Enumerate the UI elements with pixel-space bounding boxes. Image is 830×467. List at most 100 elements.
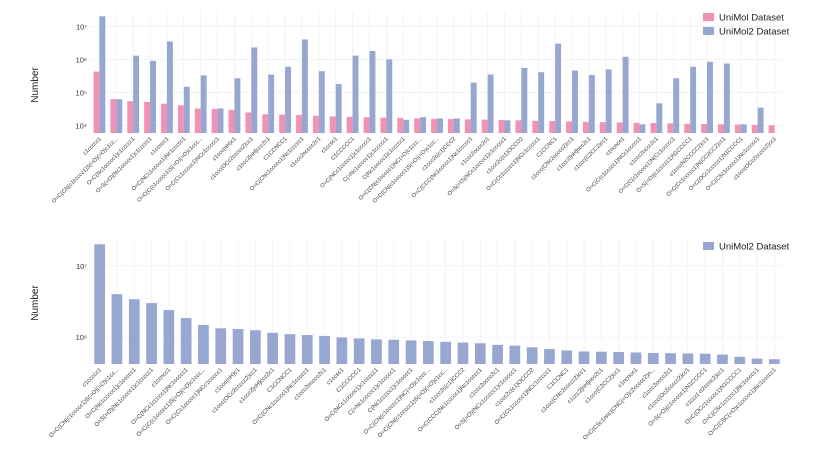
- chart-top-ylabel: Number: [30, 67, 41, 103]
- bar: [526, 347, 538, 364]
- bar: [279, 114, 286, 133]
- chart-top: Number 10⁴10⁵10⁶10⁷c1ccccc1O=C(CN(c1cccc…: [30, 12, 783, 205]
- bar: [757, 107, 764, 133]
- bar: [180, 318, 192, 364]
- bar: [656, 103, 663, 133]
- bar: [99, 16, 106, 133]
- xtick-label: c1ccc2ncccc2c1: [293, 367, 328, 402]
- chart-top-legend: UniMol Dataset UniMol2 Dataset: [703, 13, 790, 38]
- bar: [346, 116, 353, 133]
- bar: [699, 353, 711, 364]
- bar: [595, 351, 607, 364]
- bar: [734, 124, 741, 133]
- bar: [245, 112, 252, 133]
- bar: [578, 351, 590, 364]
- bar: [200, 75, 207, 133]
- bar: [150, 60, 156, 133]
- bar: [633, 122, 640, 133]
- legend-label-unimol2: UniMol2 Dataset: [719, 27, 790, 38]
- bar: [734, 356, 746, 364]
- bar: [397, 118, 404, 133]
- bar: [386, 59, 393, 133]
- bar: [544, 349, 555, 364]
- bar: [251, 47, 258, 134]
- bar: [650, 123, 657, 133]
- legend-label-unimol: UniMol Dataset: [719, 13, 784, 24]
- bar: [572, 70, 578, 133]
- bar: [232, 329, 244, 364]
- chart-bottom: Number 10⁶10⁷c1ccccc1O=C(CN(c1ccccc1)S(=…: [30, 240, 783, 442]
- bar: [301, 335, 313, 364]
- bar: [268, 74, 275, 133]
- bar: [369, 50, 376, 133]
- bar: [622, 56, 629, 133]
- bar: [613, 351, 625, 364]
- bar: [94, 244, 106, 364]
- bar: [353, 338, 365, 364]
- bar: [453, 118, 460, 133]
- bar: [684, 123, 691, 133]
- bar: [437, 118, 443, 133]
- bar: [380, 117, 387, 133]
- bar: [127, 101, 134, 133]
- bar: [768, 125, 775, 133]
- bar: [740, 124, 747, 133]
- bar: [665, 353, 676, 364]
- bar: [414, 118, 421, 133]
- ytick-label: 10⁶: [76, 333, 87, 342]
- bar: [217, 108, 224, 133]
- bar: [352, 55, 359, 134]
- bar: [487, 74, 494, 133]
- chart-bottom-ylabel: Number: [30, 285, 41, 321]
- bar: [690, 66, 697, 133]
- bar: [555, 43, 562, 134]
- bar: [177, 105, 184, 133]
- bar: [768, 359, 780, 364]
- bar: [128, 299, 140, 364]
- bar: [605, 69, 612, 133]
- bar: [532, 120, 539, 133]
- bar: [363, 117, 370, 133]
- bar: [561, 350, 573, 364]
- bar: [405, 340, 417, 364]
- bar: [249, 330, 261, 364]
- legend-swatch-unimol2: [703, 27, 714, 35]
- bar: [144, 101, 151, 133]
- bar: [329, 116, 336, 133]
- bar: [284, 334, 296, 364]
- bar: [110, 99, 117, 133]
- bar: [403, 119, 410, 133]
- xtick-label: O=C(CN(c1ccccc1)S(=O)(=O)c1cc...: [51, 136, 120, 205]
- bar: [538, 72, 545, 133]
- bar: [371, 339, 382, 364]
- bar: [163, 310, 175, 364]
- bar: [673, 78, 680, 133]
- bar: [319, 335, 330, 364]
- bar: [667, 123, 674, 133]
- bar: [166, 41, 173, 133]
- bar: [492, 344, 503, 364]
- ytick-label: 10⁷: [76, 262, 87, 271]
- bar: [509, 345, 521, 364]
- xtick-label: c1ccc2ncccc2c1: [289, 136, 322, 169]
- bar: [312, 115, 319, 133]
- bar: [262, 114, 269, 133]
- bar: [336, 337, 348, 364]
- bar: [440, 341, 452, 364]
- bar: [718, 124, 724, 133]
- bar: [301, 39, 308, 133]
- bar: [431, 118, 437, 133]
- bar: [616, 122, 623, 133]
- bar: [228, 109, 235, 133]
- bar: [599, 122, 606, 133]
- bar: [447, 119, 454, 133]
- bar: [133, 55, 140, 134]
- bar: [93, 71, 100, 133]
- bar: [707, 61, 713, 133]
- bar: [521, 68, 528, 133]
- bar: [481, 119, 488, 133]
- ytick-label: 10⁵: [76, 89, 87, 98]
- bar: [751, 124, 758, 133]
- ytick-label: 10⁶: [76, 55, 87, 64]
